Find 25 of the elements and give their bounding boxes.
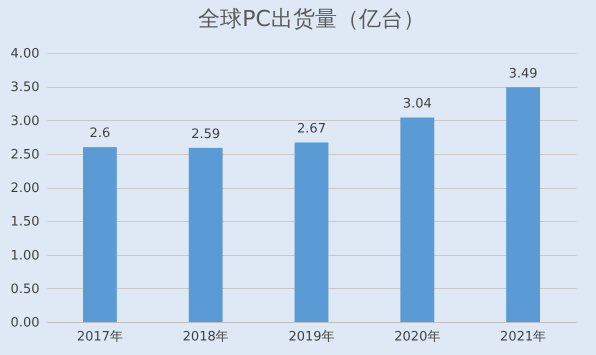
y-tick-label: 3.50	[10, 80, 40, 96]
y-tick-label: 4.00	[10, 46, 40, 62]
bar	[82, 147, 117, 322]
y-tick-label: 0.50	[10, 282, 40, 297]
x-tick-label: 2017年	[76, 330, 123, 344]
y-tick-label: 2.00	[10, 181, 40, 196]
bar	[188, 148, 223, 322]
y-tick-label: 3.00	[10, 114, 40, 129]
y-tick-label: 1.50	[10, 214, 40, 230]
bar	[506, 87, 540, 322]
y-tick-label: 2.50	[10, 147, 40, 162]
data-label: 2.59	[191, 126, 220, 142]
y-tick-label: 1.00	[10, 248, 40, 264]
x-tick-label: 2020年	[394, 330, 440, 344]
data-label: 2.67	[297, 121, 326, 136]
chart-title: 全球PC出货量（亿台）	[198, 7, 425, 32]
data-label: 3.04	[402, 96, 432, 112]
y-tick-label: 0.00	[10, 316, 40, 330]
data-label: 3.49	[508, 66, 538, 82]
bar	[400, 118, 434, 322]
x-tick-label: 2019年	[288, 330, 335, 344]
x-tick-label: 2018年	[182, 330, 229, 344]
x-tick-label: 2021年	[500, 330, 546, 344]
data-label: 2.6	[90, 126, 110, 142]
bar	[294, 142, 328, 322]
